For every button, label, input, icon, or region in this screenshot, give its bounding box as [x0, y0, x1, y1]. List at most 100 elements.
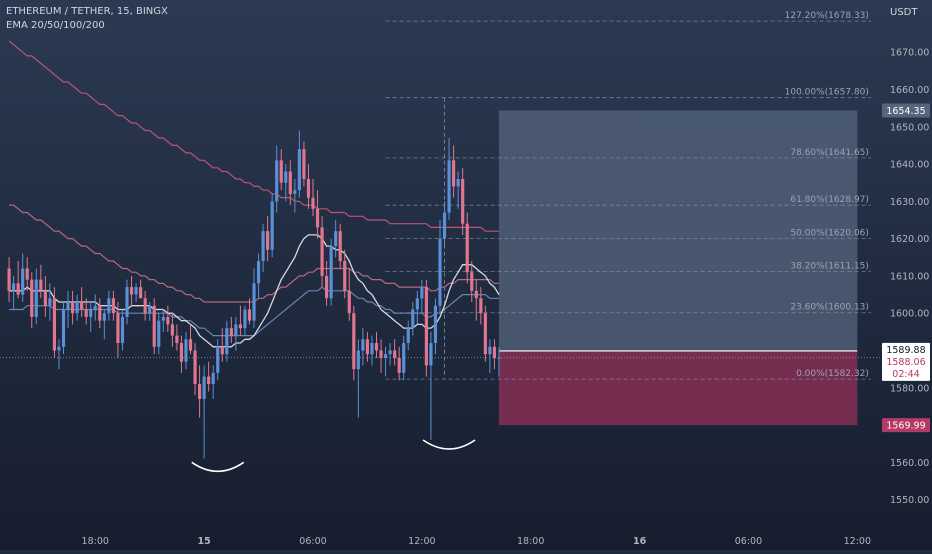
- chart-legend: ETHEREUM / TETHER, 15, BINGX EMA 20/50/1…: [6, 5, 168, 33]
- candle-body: [43, 290, 47, 306]
- candle-body: [179, 343, 184, 362]
- candle-body: [16, 283, 20, 295]
- candle-body: [338, 231, 342, 261]
- candle-body: [397, 357, 401, 373]
- candle-body: [52, 298, 57, 351]
- fib-level-label: 0.00%(1582.32): [796, 369, 869, 379]
- candle-body: [361, 339, 365, 351]
- candle-body: [211, 372, 215, 385]
- candle-body: [225, 328, 229, 355]
- y-tick-label: 1670.00: [890, 48, 929, 59]
- candle-body: [256, 261, 261, 284]
- candle-body: [198, 384, 202, 399]
- y-tick-label: 1600.00: [890, 309, 929, 320]
- candle-body: [388, 350, 392, 355]
- candle-body: [370, 343, 374, 355]
- y-tick-label: 1650.00: [890, 122, 929, 133]
- x-tick-label: 06:00: [299, 536, 326, 547]
- target-price-tag: 1654.35: [886, 106, 925, 117]
- candle-body: [93, 305, 97, 310]
- candle-body: [261, 231, 265, 261]
- fib-level-label: 61.80%(1628.97): [790, 195, 869, 205]
- candle-body: [61, 309, 66, 347]
- y-tick-label: 1560.00: [890, 458, 929, 469]
- y-tick-label: 1630.00: [890, 197, 929, 208]
- countdown-tag: 02:44: [892, 369, 919, 380]
- y-tick-label: 1640.00: [890, 160, 929, 171]
- fib-level-label: 127.20%(1678.33): [785, 11, 869, 21]
- y-tick-label: 1550.00: [890, 495, 929, 506]
- candle-body: [238, 324, 242, 329]
- candle-body: [270, 201, 274, 250]
- candle-body: [452, 160, 456, 187]
- y-tick-label: 1610.00: [890, 271, 929, 282]
- candle-body: [456, 178, 460, 187]
- candle-body: [284, 171, 288, 183]
- candle-body: [25, 268, 29, 280]
- currency-label: USDT: [890, 7, 918, 18]
- candle-body: [220, 346, 224, 355]
- candle-body: [148, 305, 152, 314]
- candle-body: [497, 357, 501, 359]
- candle-body: [424, 287, 428, 366]
- candle-body: [311, 197, 315, 209]
- candle-body: [479, 298, 483, 314]
- current-price-tag: 1588.06: [886, 357, 925, 368]
- candle-body: [139, 287, 143, 299]
- candle-body: [116, 313, 120, 344]
- candle-body: [279, 160, 283, 183]
- candle-body: [193, 350, 197, 385]
- candle-body: [30, 279, 34, 317]
- fib-level-label: 50.00%(1620.06): [790, 228, 869, 238]
- x-tick-label: 12:00: [844, 536, 871, 547]
- candle-body: [7, 268, 11, 291]
- candle-body: [216, 346, 220, 373]
- fib-level-label: 78.60%(1641.65): [790, 148, 869, 158]
- candle-body: [107, 298, 111, 314]
- candle-body: [343, 261, 347, 291]
- candle-body: [120, 316, 125, 344]
- candle-body: [325, 275, 329, 299]
- candle-body: [320, 227, 324, 276]
- candle-body: [247, 309, 252, 321]
- y-tick-label: 1660.00: [890, 85, 929, 96]
- candle-body: [383, 354, 388, 358]
- candle-body: [202, 376, 206, 399]
- candle-body: [161, 316, 165, 321]
- candle-body: [111, 298, 115, 314]
- candle-body: [402, 343, 406, 373]
- entry-price-tag: 1589.88: [886, 345, 925, 356]
- candle-body: [157, 320, 161, 347]
- candle-body: [329, 246, 333, 299]
- candle-body: [134, 287, 138, 295]
- candle-body: [125, 287, 129, 317]
- candle-body: [447, 160, 451, 213]
- candle-body: [207, 376, 211, 385]
- candle-body: [474, 290, 478, 299]
- candle-body: [352, 313, 356, 370]
- candle-body: [129, 287, 134, 295]
- candle-body: [243, 309, 247, 329]
- candle-body: [152, 305, 156, 347]
- candle-body: [84, 309, 88, 317]
- candle-body: [379, 350, 383, 358]
- x-tick-label: 15: [198, 536, 211, 547]
- stop-price-tag-bg: [882, 418, 930, 433]
- candle-body: [297, 149, 301, 191]
- candle-body: [75, 302, 79, 314]
- x-tick-label: 06:00: [735, 536, 762, 547]
- fib-level-label: 23.60%(1600.13): [790, 303, 869, 313]
- candle-body: [184, 339, 188, 362]
- candle-body: [492, 346, 497, 358]
- candle-body: [34, 279, 38, 317]
- fib-level-label: 38.20%(1611.15): [790, 262, 869, 272]
- target-zone: [498, 110, 858, 351]
- x-tick-label: 16: [633, 536, 647, 547]
- target-price-tag-bg: [882, 103, 930, 118]
- candle-body: [288, 171, 292, 194]
- candle-body: [229, 328, 233, 336]
- candle-body: [293, 190, 297, 194]
- stop-price-tag: 1569.99: [886, 421, 925, 432]
